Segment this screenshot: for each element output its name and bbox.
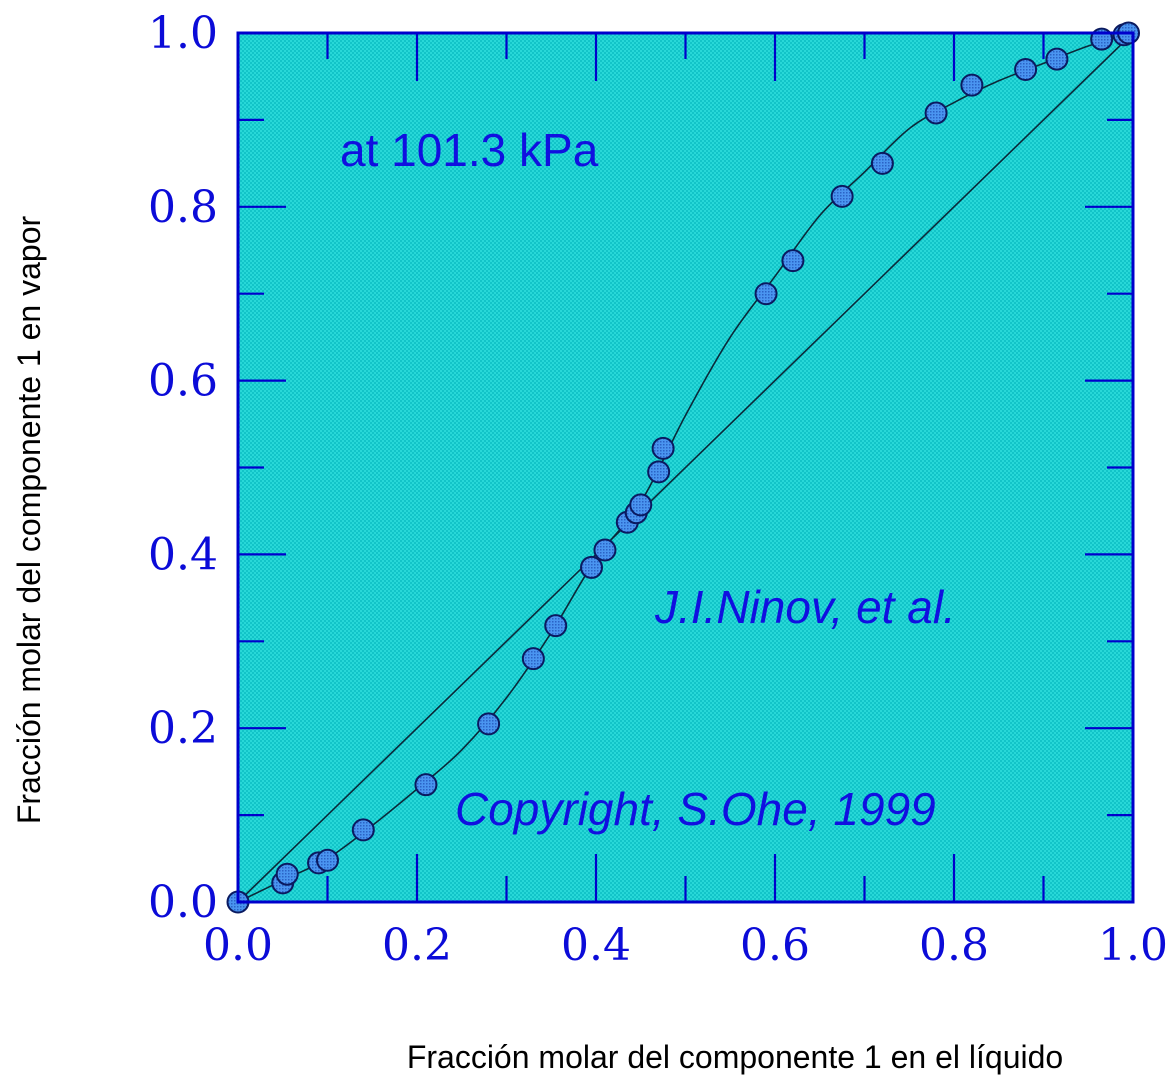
data-point xyxy=(477,712,501,736)
data-point xyxy=(629,493,653,517)
y-tick-label: 0.0 xyxy=(148,877,218,928)
x-tick-label: 1.0 xyxy=(1098,920,1168,971)
data-point xyxy=(1014,57,1038,81)
data-point xyxy=(830,184,854,208)
data-point xyxy=(754,282,778,306)
y-axis-title: Fracción molar del componente 1 en vapor xyxy=(11,215,47,824)
data-point xyxy=(651,436,675,460)
y-tick-label: 0.8 xyxy=(148,182,218,233)
data-point xyxy=(580,555,604,579)
annotation-pressure: at 101.3 kPa xyxy=(340,124,599,176)
data-point xyxy=(275,862,299,886)
x-tick-label: 0.0 xyxy=(203,920,273,971)
plot-frame xyxy=(236,31,1135,904)
x-tick-label: 0.8 xyxy=(919,920,989,971)
x-tick-label: 0.4 xyxy=(561,920,631,971)
annotation-copyright: Copyright, S.Ohe, 1999 xyxy=(455,783,936,835)
x-tick-labels: 0.0 0.2 0.4 0.6 0.8 1.0 xyxy=(203,920,1168,971)
data-point xyxy=(593,538,617,562)
axis-ticks xyxy=(238,33,1133,902)
data-point xyxy=(521,647,545,671)
data-point xyxy=(316,848,339,872)
y-tick-labels: 0.0 0.2 0.4 0.6 0.8 1.0 xyxy=(148,8,218,928)
data-point xyxy=(544,614,568,638)
y-tick-label: 1.0 xyxy=(148,8,218,59)
data-point xyxy=(870,151,894,175)
x-tick-label: 0.2 xyxy=(382,920,452,971)
diagonal-line xyxy=(237,32,1134,903)
annotation-authors: J.I.Ninov, et al. xyxy=(654,581,956,633)
y-tick-label: 0.4 xyxy=(148,529,218,580)
data-point xyxy=(351,818,375,842)
data-point xyxy=(1045,47,1069,71)
data-point xyxy=(414,773,438,797)
x-tick-label: 0.6 xyxy=(740,920,810,971)
data-point xyxy=(960,73,984,97)
x-axis-title: Fracción molar del componente 1 en el lí… xyxy=(407,1039,1063,1075)
data-point xyxy=(781,249,805,273)
y-tick-label: 0.2 xyxy=(148,703,218,754)
data-point xyxy=(647,460,671,484)
data-point xyxy=(924,101,948,125)
y-tick-label: 0.6 xyxy=(148,356,218,407)
